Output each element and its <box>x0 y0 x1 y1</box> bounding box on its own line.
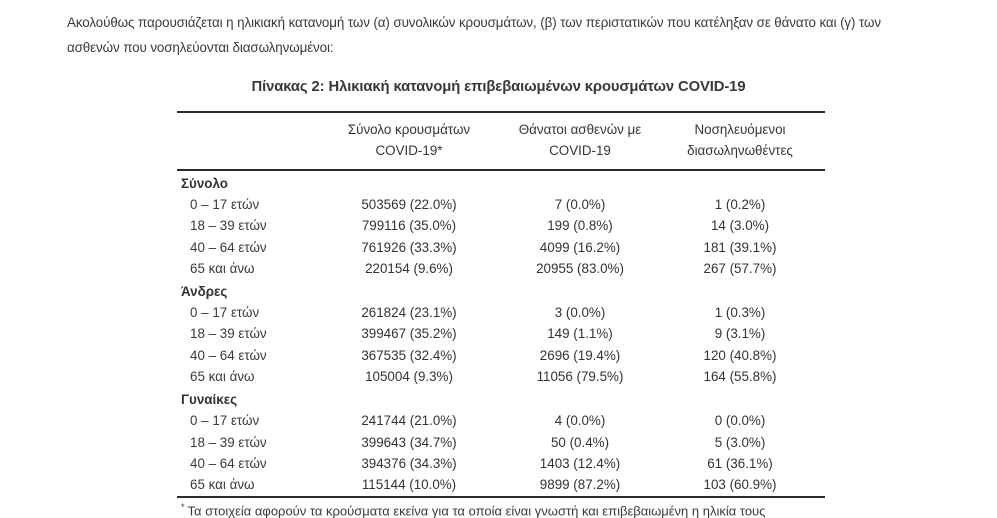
table-row: 65 και άνω 115144 (10.0%) 9899 (87.2%) 103 … <box>177 474 825 495</box>
table-row: 0 – 17 ετών 503569 (22.0%) 7 (0.0%) 1 (0.2%… <box>177 194 825 215</box>
cell-deaths: 4 (0.0%) <box>554 413 606 429</box>
header-intubated-line2: διασωληνωθέντες <box>687 143 793 158</box>
cell-total-cases: 241744 (21.0%) <box>361 413 457 429</box>
cell-total-cases: 399467 (35.2%) <box>361 326 457 342</box>
header-deaths-line1: Θάνατοι ασθενών με <box>518 122 642 137</box>
cell-intubated: 9 (3.1%) <box>714 326 766 342</box>
cell-deaths: 3 (0.0%) <box>554 305 606 321</box>
cell-deaths: 4099 (16.2%) <box>539 239 621 255</box>
header-total-cases: Σύνολο κρουσμάτων COVID-19* <box>313 119 505 161</box>
cell-deaths: 9899 (87.2%) <box>539 477 621 493</box>
cell-intubated: 1 (0.2%) <box>714 197 766 212</box>
cell-total-cases: 799116 (35.0%) <box>361 218 457 234</box>
cell-age-group: 40 – 64 ετών <box>190 239 267 255</box>
cell-intubated: 0 (0.0%) <box>714 413 766 429</box>
cell-deaths: 2696 (19.4%) <box>539 347 621 363</box>
covid-age-table: Σύνολο κρουσμάτων COVID-19* Θάνατοι ασθε… <box>177 111 825 498</box>
section-label: Γυναίκες <box>181 392 238 408</box>
cell-deaths: 7 (0.0%) <box>554 197 606 212</box>
section-label: Άνδρες <box>181 284 228 300</box>
cell-intubated: 181 (39.1%) <box>703 239 777 255</box>
table-header-row: Σύνολο κρουσμάτων COVID-19* Θάνατοι ασθε… <box>177 113 825 171</box>
cell-deaths: 20955 (83.0%) <box>536 260 624 276</box>
cell-intubated: 164 (55.8%) <box>703 369 777 385</box>
cell-intubated: 103 (60.9%) <box>703 477 777 493</box>
table-row: 0 – 17 ετών 241744 (21.0%) 4 (0.0%) 0 (0.0%… <box>177 410 825 431</box>
cell-age-group: 0 – 17 ετών <box>190 197 260 212</box>
table-row: 18 – 39 ετών 399643 (34.7%) 50 (0.4%) 5 (3.… <box>177 432 825 453</box>
cell-age-group: 0 – 17 ετών <box>190 413 260 429</box>
section-header-row: Γυναίκες <box>177 387 825 410</box>
header-deaths: Θάνατοι ασθενών με COVID-19 <box>505 119 655 161</box>
cell-intubated: 267 (57.7%) <box>703 260 777 276</box>
table-row: 40 – 64 ετών 394376 (34.3%) 1403 (12.4%) 61… <box>177 453 825 474</box>
section-header-row: Άνδρες <box>177 279 825 302</box>
cell-total-cases: 220154 (9.6%) <box>365 260 453 276</box>
cell-deaths: 11056 (79.5%) <box>536 369 624 385</box>
table-row: 0 – 17 ετών 261824 (23.1%) 3 (0.0%) 1 (0.3%… <box>177 302 825 323</box>
table-row: 65 και άνω 105004 (9.3%) 11056 (79.5%) 164 … <box>177 366 825 387</box>
section-label: Σύνολο <box>181 176 228 191</box>
table-row: 40 – 64 ετών 367535 (32.4%) 2696 (19.4%) 12… <box>177 345 825 366</box>
header-intubated-line1: Νοσηλευόμενοι <box>694 122 786 137</box>
table-row: 65 και άνω 220154 (9.6%) 20955 (83.0%) 267 … <box>177 258 825 279</box>
cell-age-group: 65 και άνω <box>190 260 255 276</box>
table-row: 18 – 39 ετών 399467 (35.2%) 149 (1.1%) 9 (3… <box>177 323 825 344</box>
cell-deaths: 199 (0.8%) <box>547 218 613 234</box>
cell-age-group: 0 – 17 ετών <box>190 305 260 321</box>
cell-total-cases: 503569 (22.0%) <box>361 197 457 212</box>
table-title: Πίνακας 2: Ηλικιακή κατανομή επιβεβαιωμέ… <box>251 79 746 95</box>
footnote-text: Τα στοιχεία αφορούν τα κρούσματα εκείνα … <box>187 502 766 518</box>
table-footnote: * Τα στοιχεία αφορούν τα κρούσματα εκείνα… <box>181 502 997 518</box>
cell-intubated: 5 (3.0%) <box>714 434 766 450</box>
cell-age-group: 65 και άνω <box>190 477 255 493</box>
footnote-marker: * <box>181 501 185 512</box>
cell-deaths: 1403 (12.4%) <box>539 455 621 471</box>
table-row: 18 – 39 ετών 799116 (35.0%) 199 (0.8%) 14 (… <box>177 215 825 236</box>
cell-age-group: 18 – 39 ετών <box>190 434 267 450</box>
cell-age-group: 18 – 39 ετών <box>190 218 267 234</box>
cell-total-cases: 261824 (23.1%) <box>361 305 457 321</box>
table-row: 40 – 64 ετών 761926 (33.3%) 4099 (16.2%) 18… <box>177 237 825 258</box>
cell-deaths: 149 (1.1%) <box>547 326 613 342</box>
cell-deaths: 50 (0.4%) <box>550 434 610 450</box>
table-body: Σύνολο 0 – 17 ετών 503569 (22.0%) 7 (0.0%) 1… <box>177 171 825 496</box>
intro-paragraph: Ακολούθως παρουσιάζεται η ηλικιακή καταν… <box>67 15 881 55</box>
header-total-cases-line1: Σύνολο κρουσμάτων <box>347 122 471 137</box>
cell-age-group: 40 – 64 ετών <box>190 455 267 471</box>
cell-total-cases: 105004 (9.3%) <box>365 369 453 385</box>
cell-age-group: 18 – 39 ετών <box>190 326 267 342</box>
cell-intubated: 61 (36.1%) <box>707 455 773 471</box>
cell-intubated: 1 (0.3%) <box>714 305 766 321</box>
cell-total-cases: 761926 (33.3%) <box>361 239 457 255</box>
cell-intubated: 120 (40.8%) <box>703 347 777 363</box>
cell-total-cases: 399643 (34.7%) <box>361 434 457 450</box>
cell-age-group: 40 – 64 ετών <box>190 347 267 363</box>
header-total-cases-line2: COVID-19* <box>375 143 443 158</box>
cell-total-cases: 115144 (10.0%) <box>361 477 457 493</box>
cell-intubated: 14 (3.0%) <box>710 218 770 234</box>
header-deaths-line2: COVID-19 <box>549 143 611 158</box>
cell-total-cases: 394376 (34.3%) <box>361 455 457 471</box>
cell-total-cases: 367535 (32.4%) <box>361 347 457 363</box>
section-header-row: Σύνολο <box>177 171 825 194</box>
header-intubated: Νοσηλευόμενοι διασωληνωθέντες <box>655 119 825 161</box>
cell-age-group: 65 και άνω <box>190 369 255 385</box>
